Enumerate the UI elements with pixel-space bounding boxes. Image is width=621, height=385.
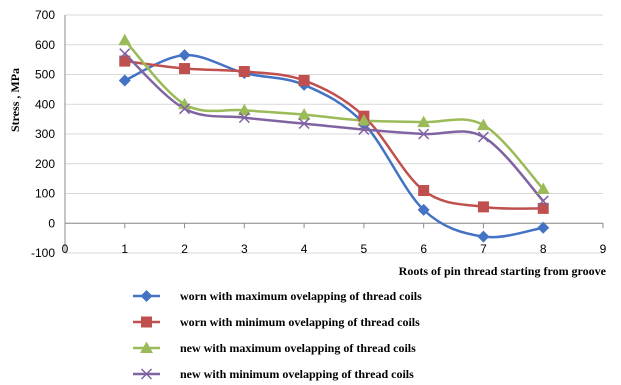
legend-entry-3: new with maximum ovelapping of thread co… — [133, 341, 416, 355]
marker-stroke — [358, 124, 370, 136]
x-tick-label: 2 — [181, 242, 188, 256]
data-point-series-1 — [178, 49, 191, 62]
y-tick-label: 100 — [35, 187, 55, 201]
data-point-series-3 — [476, 118, 490, 131]
series-markers — [118, 33, 550, 243]
data-point-series-2 — [477, 201, 489, 213]
data-point-series-4 — [418, 128, 430, 140]
data-point-series-4 — [298, 118, 310, 130]
data-point-series-4 — [477, 131, 489, 143]
data-point-series-1 — [118, 74, 131, 87]
data-point-series-2 — [418, 185, 430, 197]
legend-entry-4: new with minimum ovelapping of thread co… — [133, 367, 414, 381]
y-tick-label: 400 — [35, 97, 55, 111]
x-tick-label: 1 — [121, 242, 128, 256]
data-point-series-4 — [119, 48, 131, 60]
data-point-series-3 — [357, 114, 371, 126]
data-point-series-1 — [417, 203, 430, 216]
legend-label: worn with minimum ovelapping of thread c… — [180, 315, 420, 329]
x-tick-label: 8 — [540, 242, 547, 256]
legend: worn with maximum ovelapping of thread c… — [133, 289, 422, 381]
legend-label: worn with maximum ovelapping of thread c… — [180, 289, 422, 303]
x-tick-label: 4 — [301, 242, 308, 256]
marker-stroke — [140, 368, 153, 380]
marker-stroke — [179, 103, 191, 115]
marker-stroke — [119, 48, 131, 60]
data-point-series-4 — [537, 195, 549, 207]
x-tick-label: 5 — [361, 242, 368, 256]
marker-stroke — [238, 112, 250, 124]
x-tick-label: 0 — [62, 242, 69, 256]
legend-marker — [140, 290, 153, 302]
x-tick-label: 3 — [241, 242, 248, 256]
data-point-series-4 — [358, 124, 370, 136]
data-point-series-3 — [536, 182, 550, 195]
axes — [64, 15, 604, 253]
y-tick-label: 500 — [35, 68, 55, 82]
data-point-series-2 — [537, 202, 549, 214]
data-point-series-3 — [118, 33, 132, 46]
data-point-series-2 — [238, 66, 250, 78]
x-tick-label: 9 — [600, 242, 607, 256]
marker-stroke — [537, 195, 549, 207]
legend-marker — [140, 368, 153, 380]
y-tick-labels: -100 0 100 200 300 400 500 600 700 — [31, 8, 55, 260]
legend-marker — [141, 316, 152, 328]
marker-stroke — [418, 128, 430, 140]
x-tick-labels: 0 1 2 3 4 5 6 7 8 9 — [62, 242, 607, 256]
y-tick-label: 700 — [35, 8, 55, 22]
grid-lines — [65, 14, 603, 254]
data-point-series-4 — [179, 103, 191, 115]
series-line-2 — [124, 59, 544, 210]
legend-entry-2: worn with minimum ovelapping of thread c… — [133, 315, 420, 329]
series-line-3 — [123, 39, 545, 190]
data-point-series-3 — [237, 103, 251, 116]
legend-label: new with maximum ovelapping of thread co… — [180, 341, 416, 355]
data-point-series-2 — [179, 63, 191, 75]
legend-marker — [140, 341, 153, 353]
x-tick-label: 6 — [420, 242, 427, 256]
data-point-series-1 — [537, 221, 550, 234]
marker-stroke — [477, 131, 489, 143]
x-axis-label: Roots of pin thread starting from groove — [399, 264, 607, 278]
y-axis-label: Stress , MPa — [8, 68, 22, 132]
data-point-series-3 — [297, 108, 311, 120]
data-point-series-2 — [119, 55, 131, 67]
data-point-series-2 — [298, 74, 310, 86]
y-tick-label: 300 — [35, 127, 55, 141]
data-point-series-3 — [417, 115, 431, 128]
y-tick-label: -100 — [31, 246, 55, 260]
x-tick-label: 7 — [480, 242, 487, 256]
y-tick-label: 0 — [48, 216, 55, 230]
data-point-series-1 — [477, 230, 490, 243]
data-point-series-4 — [238, 112, 250, 124]
marker-stroke — [298, 118, 310, 130]
legend-entry-1: worn with maximum ovelapping of thread c… — [133, 289, 422, 303]
legend-label: new with minimum ovelapping of thread co… — [180, 367, 414, 381]
y-tick-label: 600 — [35, 38, 55, 52]
y-tick-label: 200 — [35, 157, 55, 171]
